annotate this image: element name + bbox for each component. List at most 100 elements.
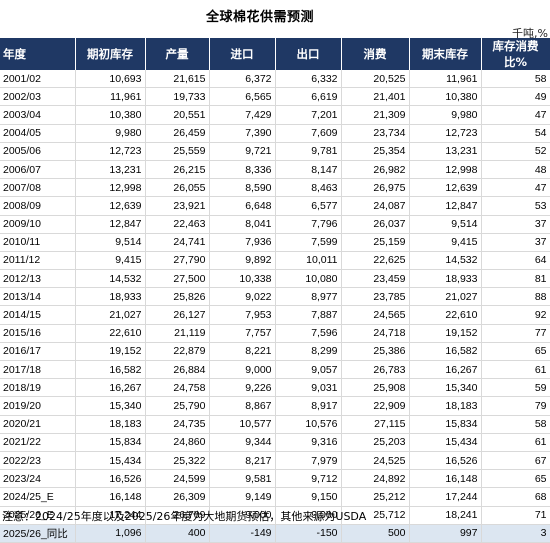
table-row: 2007/08 12,998 26,055 8,590 8,463 26,975 12,63… xyxy=(0,178,550,198)
cell-opening-stock: 16,148 xyxy=(75,487,146,507)
cell-ending-stock: 18,183 xyxy=(409,396,482,416)
cell-stock-use-ratio: 88 xyxy=(481,287,550,307)
table-row: 2022/23 15,434 25,322 8,217 7,979 24,525 16,52… xyxy=(0,451,550,471)
cell-consumption: 23,734 xyxy=(341,124,410,143)
table-row: 2023/24 16,526 24,599 9,581 9,712 24,892 16,14… xyxy=(0,469,550,489)
cell-stock-use-ratio: 58 xyxy=(481,415,550,434)
cell-ending-stock: 12,847 xyxy=(409,196,482,216)
cell-imports: 8,041 xyxy=(209,215,276,234)
cell-stock-use-ratio: 61 xyxy=(481,433,550,452)
cell-year: 2001/02 xyxy=(0,70,76,89)
cell-consumption: 26,037 xyxy=(341,215,410,234)
cell-exports: 9,150 xyxy=(275,487,342,507)
cell-imports: 6,648 xyxy=(209,196,276,216)
cell-opening-stock: 12,998 xyxy=(75,178,146,198)
cell-stock-use-ratio: 49 xyxy=(481,87,550,107)
cell-exports: 6,332 xyxy=(275,70,342,89)
cell-ending-stock: 16,148 xyxy=(409,469,482,489)
cell-imports: 7,757 xyxy=(209,324,276,343)
table-row: 2014/15 21,027 26,127 7,953 7,887 24,565 22,61… xyxy=(0,305,550,325)
cell-ending-stock: 12,639 xyxy=(409,178,482,198)
cell-exports: 9,316 xyxy=(275,433,342,452)
cell-imports: 6,372 xyxy=(209,70,276,89)
footnote: 注意：2024/25年度以及2025/26年度为大地期货预估，其他来源为USDA xyxy=(2,510,367,523)
table-row: 2001/02 10,693 21,615 6,372 6,332 20,525 11,96… xyxy=(0,70,550,89)
cell-production: 25,322 xyxy=(145,451,210,471)
cell-production: 400 xyxy=(145,524,210,543)
cell-imports: 8,867 xyxy=(209,396,276,416)
cell-consumption: 24,718 xyxy=(341,324,410,343)
cell-ending-stock: 15,340 xyxy=(409,378,482,398)
cell-year: 2004/05 xyxy=(0,124,76,143)
table-row: 2019/20 15,340 25,790 8,867 8,917 22,909 18,18… xyxy=(0,396,550,416)
cell-imports: 10,338 xyxy=(209,269,276,289)
cell-exports: 7,201 xyxy=(275,105,342,125)
table-row: 2020/21 18,183 24,735 10,577 10,576 27,115 15,… xyxy=(0,415,550,434)
cell-production: 21,119 xyxy=(145,324,210,343)
cell-opening-stock: 16,267 xyxy=(75,378,146,398)
cell-stock-use-ratio: 37 xyxy=(481,215,550,234)
cell-year: 2018/19 xyxy=(0,378,76,398)
cell-imports: 6,565 xyxy=(209,87,276,107)
cell-opening-stock: 14,532 xyxy=(75,269,146,289)
cell-exports: 7,979 xyxy=(275,451,342,471)
cell-opening-stock: 12,639 xyxy=(75,196,146,216)
col-header-consumption: 消费 xyxy=(341,38,410,70)
cell-exports: 6,619 xyxy=(275,87,342,107)
cell-year: 2011/12 xyxy=(0,251,76,271)
cell-stock-use-ratio: 47 xyxy=(481,105,550,125)
cell-exports: 10,011 xyxy=(275,251,342,271)
cell-opening-stock: 11,961 xyxy=(75,87,146,107)
cell-stock-use-ratio: 79 xyxy=(481,396,550,416)
cell-ending-stock: 14,532 xyxy=(409,251,482,271)
cell-opening-stock: 12,723 xyxy=(75,142,146,161)
col-header-stock-use-ratio: 库存消费比% xyxy=(481,38,550,70)
cell-production: 26,215 xyxy=(145,160,210,180)
table-row: 2021/22 15,834 24,860 9,344 9,316 25,203 15,43… xyxy=(0,433,550,452)
cell-production: 25,790 xyxy=(145,396,210,416)
cell-imports: 7,936 xyxy=(209,233,276,252)
cell-consumption: 26,783 xyxy=(341,360,410,380)
cell-imports: 9,000 xyxy=(209,506,276,525)
cell-stock-use-ratio: 81 xyxy=(481,269,550,289)
cell-production: 22,463 xyxy=(145,215,210,234)
cell-ending-stock: 11,961 xyxy=(409,70,482,89)
cell-production: 24,758 xyxy=(145,378,210,398)
cell-opening-stock: 9,980 xyxy=(75,124,146,143)
cell-year: 2020/21 xyxy=(0,415,76,434)
cell-ending-stock: 18,241 xyxy=(409,506,482,525)
cell-imports: 7,953 xyxy=(209,305,276,325)
col-header-year: 年度 xyxy=(0,38,76,70)
cell-opening-stock: 15,834 xyxy=(75,433,146,452)
cell-consumption: 23,785 xyxy=(341,287,410,307)
cell-production: 26,884 xyxy=(145,360,210,380)
table-row: 2024/25_E 16,148 26,309 9,149 9,150 25,212 17,… xyxy=(0,487,550,507)
cell-opening-stock: 15,340 xyxy=(75,396,146,416)
cell-imports: 8,217 xyxy=(209,451,276,471)
table-row: 2012/13 14,532 27,500 10,338 10,080 23,459 18,… xyxy=(0,269,550,289)
cell-opening-stock: 10,693 xyxy=(75,70,146,89)
cell-ending-stock: 12,998 xyxy=(409,160,482,180)
cell-stock-use-ratio: 52 xyxy=(481,142,550,161)
cell-stock-use-ratio: 77 xyxy=(481,324,550,343)
cell-ending-stock: 9,980 xyxy=(409,105,482,125)
table-row: 2013/14 18,933 25,826 9,022 8,977 23,785 21,02… xyxy=(0,287,550,307)
table-row: 2025/26_同比 1,096 400 -149 -150 500 997 3 xyxy=(0,524,550,543)
table-row: 2003/04 10,380 20,551 7,429 7,201 21,309 9,980… xyxy=(0,105,550,125)
cell-consumption: 500 xyxy=(341,524,410,543)
cell-stock-use-ratio: 71 xyxy=(481,506,550,525)
cell-year: 2024/25_E xyxy=(0,487,76,507)
table-row: 2025/26_E 17,244 26,709 9,000 9,000 25,712 18,… xyxy=(0,506,550,525)
cell-consumption: 22,625 xyxy=(341,251,410,271)
table-row: 2015/16 22,610 21,119 7,757 7,596 24,718 19,15… xyxy=(0,324,550,343)
cell-imports: 9,226 xyxy=(209,378,276,398)
cell-stock-use-ratio: 48 xyxy=(481,160,550,180)
cell-production: 23,921 xyxy=(145,196,210,216)
cell-imports: 9,581 xyxy=(209,469,276,489)
cell-exports: 8,463 xyxy=(275,178,342,198)
unit-label: 千吨,% xyxy=(512,27,548,40)
cell-stock-use-ratio: 3 xyxy=(481,524,550,543)
cell-imports: 7,429 xyxy=(209,105,276,125)
cell-consumption: 21,309 xyxy=(341,105,410,125)
col-header-ending-stock: 期末库存 xyxy=(409,38,482,70)
